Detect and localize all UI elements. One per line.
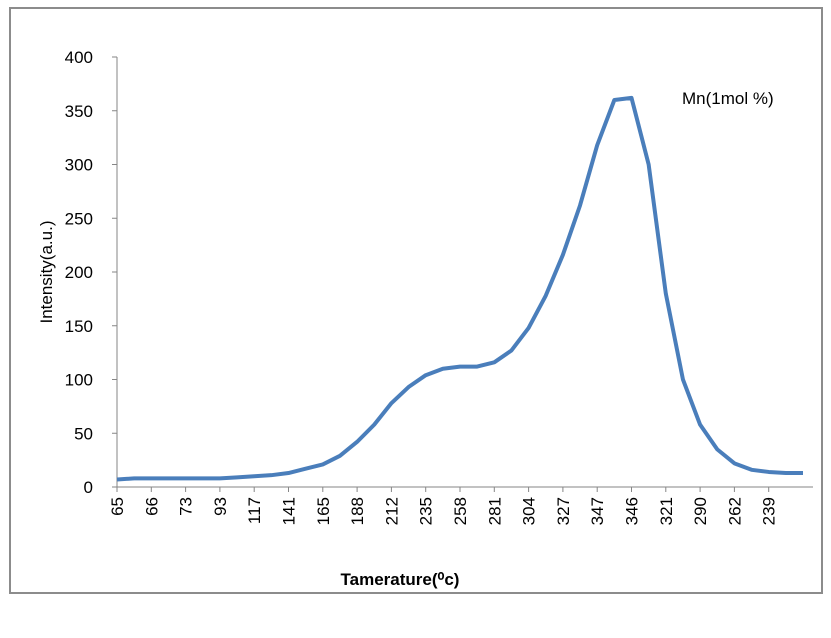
x-tick-label: 212 — [382, 497, 401, 525]
x-tick-label: 65 — [108, 497, 127, 516]
legend-label: Mn(1mol %) — [682, 89, 774, 108]
x-tick-label: 290 — [691, 497, 710, 525]
x-tick-label: 304 — [520, 497, 539, 525]
x-tick-label: 347 — [588, 497, 607, 525]
y-tick-label: 200 — [65, 263, 93, 282]
y-tick-label: 400 — [65, 48, 93, 67]
y-tick-label: 350 — [65, 102, 93, 121]
x-tick-label: 117 — [245, 497, 264, 524]
x-tick-label: 141 — [280, 497, 299, 525]
x-tick-label: 346 — [623, 497, 642, 525]
y-tick-label: 250 — [65, 209, 93, 228]
x-tick-label: 239 — [760, 497, 779, 525]
x-tick-label: 66 — [142, 497, 161, 516]
x-axis-title: Tamerature(⁰c) — [341, 570, 460, 589]
x-tick-label: 73 — [177, 497, 196, 516]
x-tick-label: 235 — [417, 497, 436, 525]
y-axis-title: Intensity(a.u.) — [37, 221, 56, 324]
x-tick-label: 165 — [314, 497, 333, 525]
y-tick-label: 0 — [84, 478, 93, 497]
x-tick-label: 321 — [657, 497, 676, 525]
y-tick-label: 100 — [65, 371, 93, 390]
y-tick-label: 50 — [74, 424, 93, 443]
chart-border — [9, 7, 823, 594]
x-tick-label: 262 — [725, 497, 744, 525]
x-tick-label: 93 — [211, 497, 230, 516]
x-tick-label: 258 — [451, 497, 470, 525]
line — [116, 95, 803, 482]
x-tick-label: 188 — [348, 497, 367, 525]
y-tick-label: 300 — [65, 156, 93, 175]
x-tick-label: 327 — [554, 497, 573, 525]
y-tick-label: 150 — [65, 317, 93, 336]
x-tick-label: 281 — [485, 497, 504, 525]
